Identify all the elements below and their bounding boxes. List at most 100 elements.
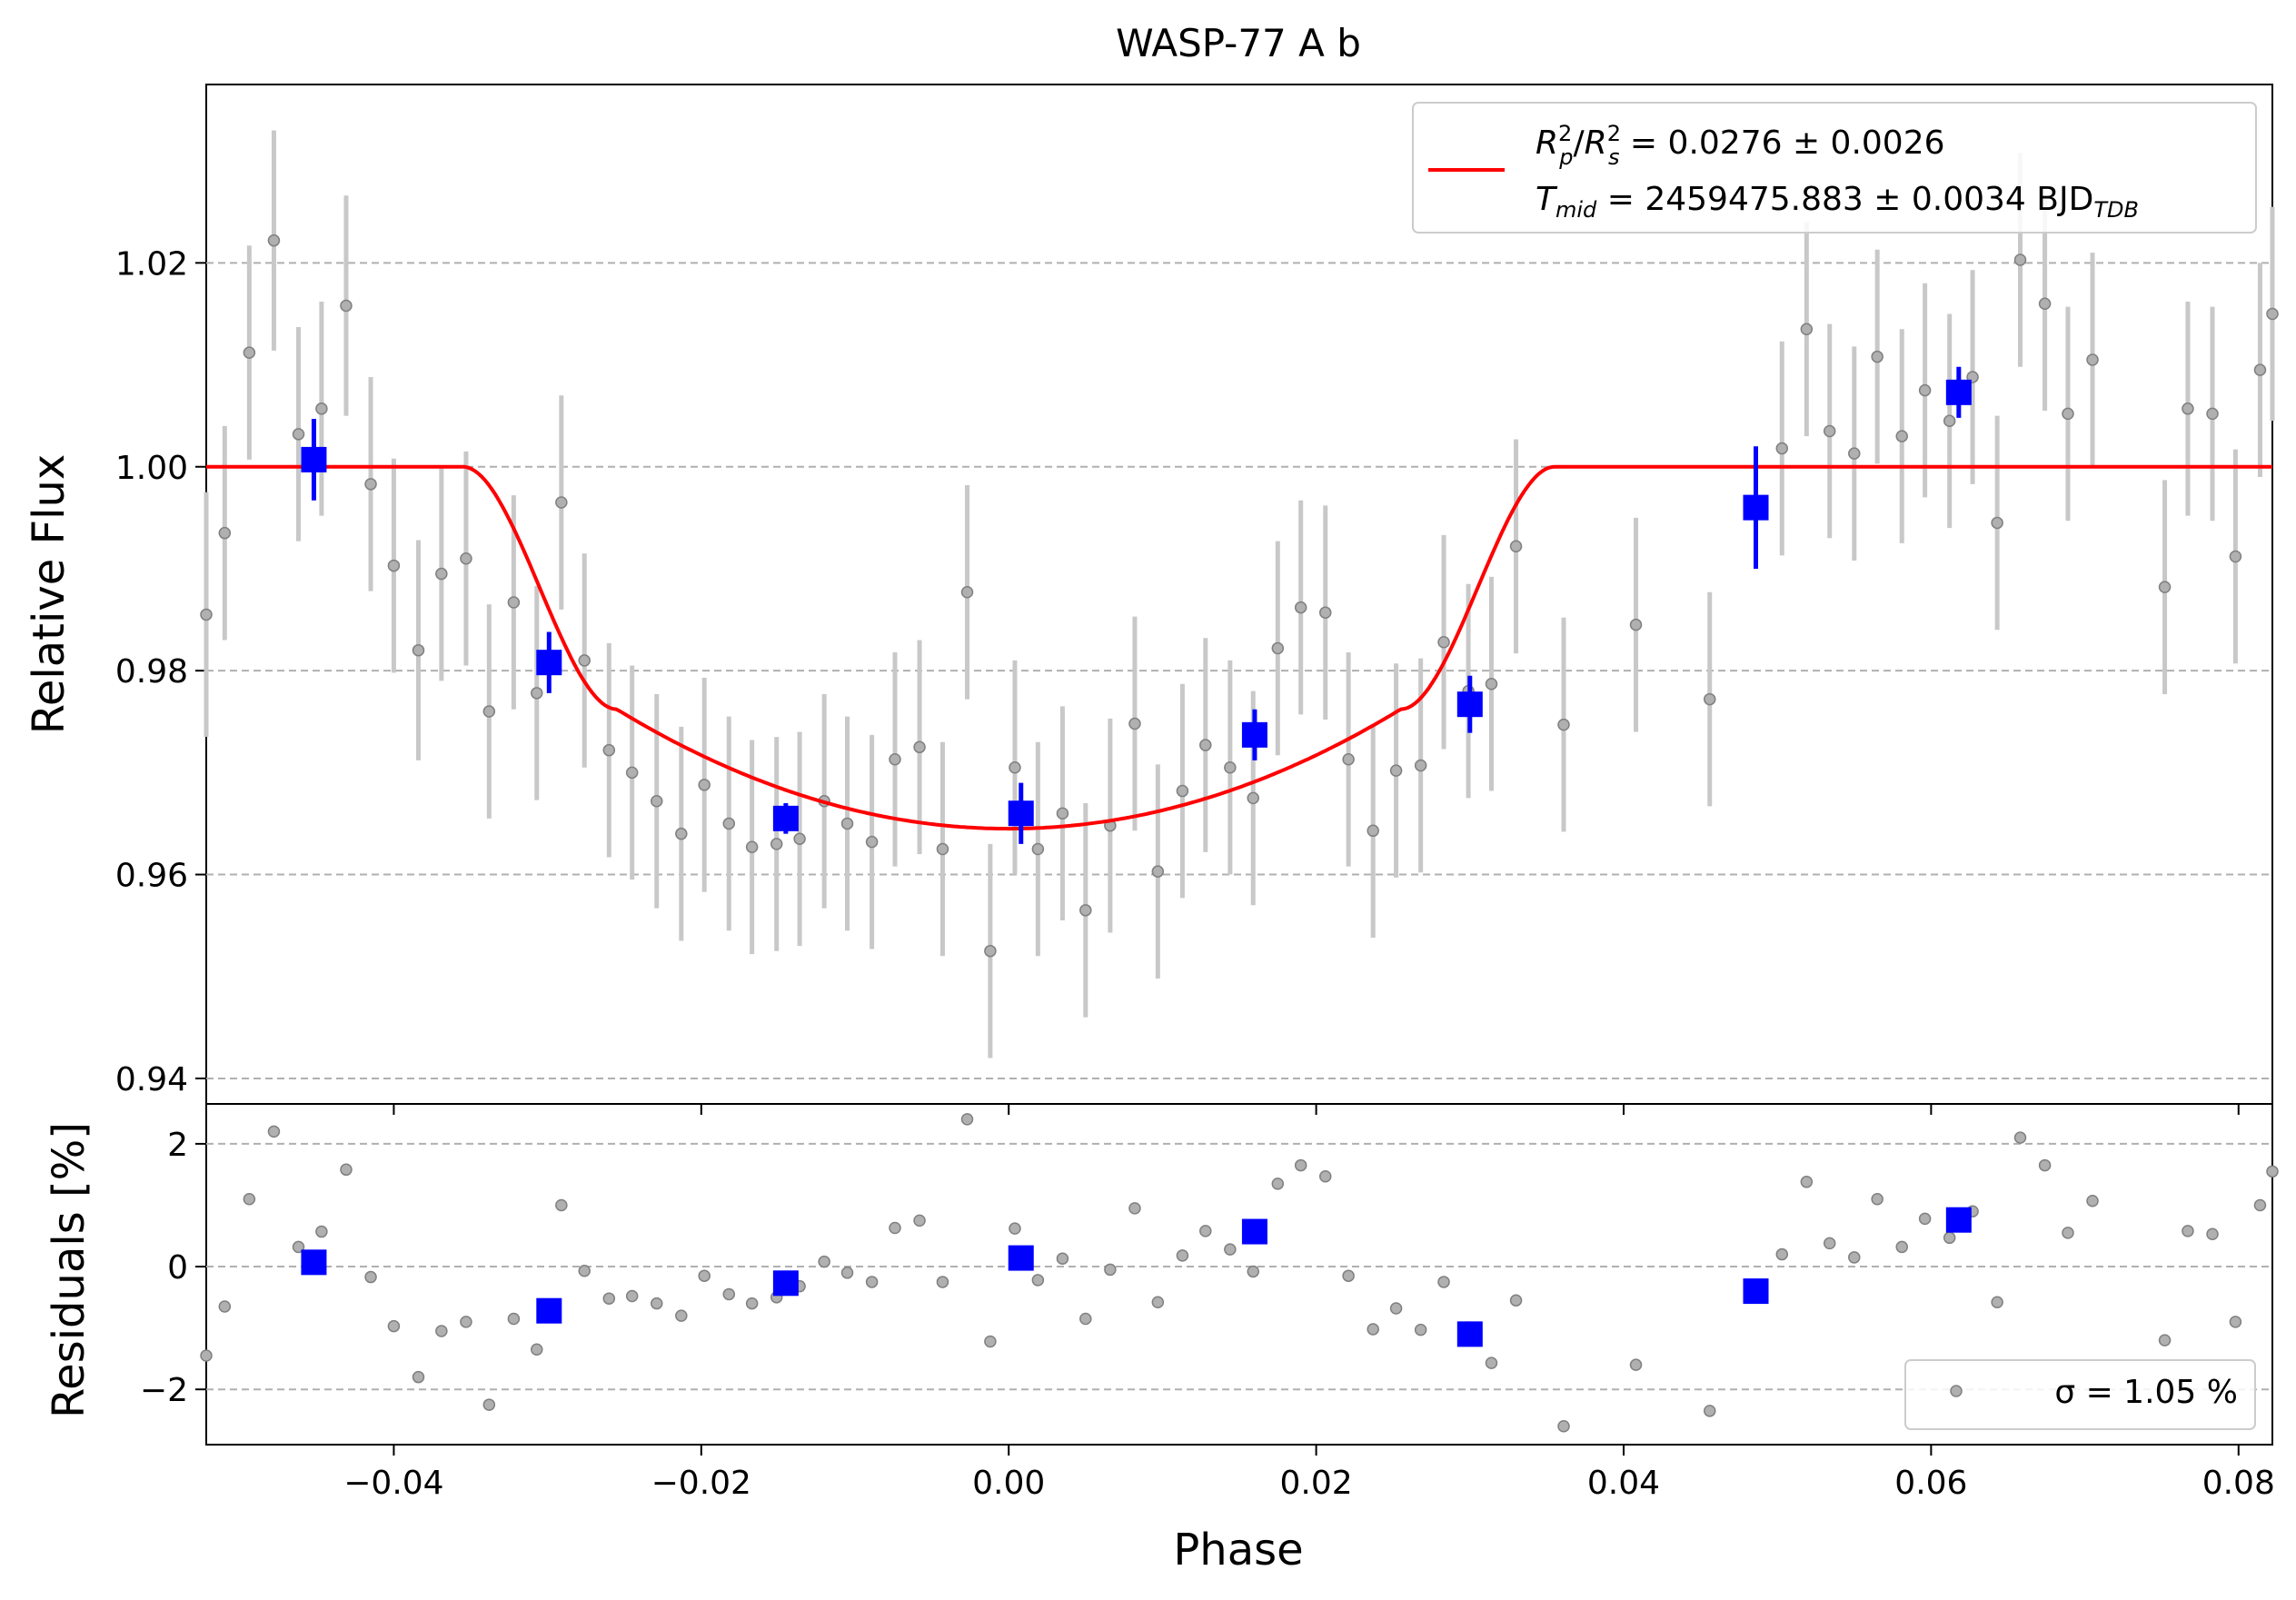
binned-point [1456,691,1483,718]
light-curve-binned-points [301,366,1972,844]
residual-point [1389,1302,1403,1315]
x-tick-label: 0.02 [1280,1465,1353,1502]
residual-point [745,1297,759,1310]
data-point [2062,407,2074,421]
data-point [1871,350,1884,363]
data-point [531,687,543,700]
residual-point [1437,1276,1450,1288]
residual-point [531,1343,543,1357]
residual-point [2062,1227,2074,1239]
x-tick-label: 0.00 [972,1465,1045,1502]
data-point [1224,760,1237,774]
residual-point [865,1276,879,1288]
data-point [364,478,377,491]
residual-point [2229,1316,2242,1328]
data-point [675,827,688,840]
data-point [1895,430,1908,442]
residual-point [1079,1312,1092,1326]
residual-point [1294,1158,1307,1172]
residual-point [2086,1195,2099,1207]
y-tick-label: 2 [167,1127,188,1164]
y-tick-label: 0.98 [115,653,188,691]
residual-point [1943,1231,1956,1245]
residuals-legend-marker [1950,1385,1963,1397]
residual-point [840,1267,854,1279]
data-point [555,496,568,509]
binned-point [536,650,562,676]
data-point [865,835,879,849]
data-point [578,654,591,667]
data-point [2266,307,2279,321]
data-point [1509,540,1523,553]
x-tick-label: −0.02 [651,1465,751,1502]
data-point [913,740,926,754]
residual-point [555,1198,568,1212]
chart-title: WASP-77 A b [1116,21,1361,65]
data-point [2038,297,2052,310]
residual-point [936,1276,949,1288]
light-curve-legend: R2 p/R2 s = 0.0276 ± 0.0026 Tmid = 2459475… [1412,102,2257,234]
residual-point [2013,1131,2027,1144]
data-point [460,552,472,565]
x-tick-label: −0.04 [343,1465,443,1502]
residual-point [1775,1247,1789,1261]
y-axis-label-residuals: Residuals [%] [44,1122,94,1418]
residuals-legend-sigma: σ = 1.05 % [2054,1374,2238,1411]
data-point [650,795,663,808]
data-point [2158,581,2172,593]
binned-point [1945,379,1972,405]
data-point [936,842,949,856]
data-point [1342,753,1355,766]
residual-point [2158,1334,2172,1347]
y-tick-label: 0.94 [115,1061,188,1098]
x-tick-label: 0.08 [2202,1465,2275,1502]
data-point [267,234,281,247]
data-point [2013,253,2027,266]
data-point [2229,550,2242,563]
y-axis-label-flux: Relative Flux [24,454,75,735]
residual-point [482,1398,496,1411]
data-point [412,643,425,657]
data-point [1485,677,1498,691]
residual-point [675,1309,688,1322]
light-curve-data-points [200,130,2279,1058]
binned-residual-point [301,1249,327,1276]
data-point [1991,516,2003,530]
residual-point [387,1319,401,1333]
residual-point [1342,1269,1355,1282]
residual-point [507,1312,521,1326]
residual-point [267,1125,281,1138]
residuals-x-ticks [393,1445,2240,1456]
binned-residual-point [1456,1321,1483,1347]
residual-point [364,1270,377,1284]
data-point [2253,363,2267,376]
residual-point [2206,1227,2219,1240]
residual-point [984,1335,997,1348]
residual-point [1823,1237,1836,1250]
x-axis-label-phase: Phase [1173,1525,1303,1575]
residual-point [1629,1358,1643,1371]
light-curve-panel: 0.94 0.96 0.98 1.00 1.02 Relative Flux R2 p/R… [24,84,2279,1115]
data-point [602,743,616,757]
residuals-panel: −2 0 2 −0.04 −0.02 0.00 0.02 0.04 0.06 0.08 Resi… [44,1103,2279,1575]
data-point [2086,353,2099,366]
residual-point [913,1214,926,1227]
data-point [315,402,328,415]
data-point [1703,692,1716,706]
residual-point [412,1370,425,1384]
data-point [1294,601,1307,614]
data-point [340,299,353,313]
residual-point [460,1316,472,1328]
residual-point [960,1113,974,1126]
residual-point [1871,1192,1884,1206]
residual-point [1509,1294,1523,1307]
residual-point [1800,1176,1814,1188]
data-point [1199,739,1212,751]
data-point [1056,807,1069,820]
data-point [1151,865,1165,878]
data-point [2182,402,2194,415]
residual-point [218,1300,232,1313]
residual-point [1319,1169,1332,1183]
data-point [1009,760,1021,774]
data-point [1800,323,1814,336]
